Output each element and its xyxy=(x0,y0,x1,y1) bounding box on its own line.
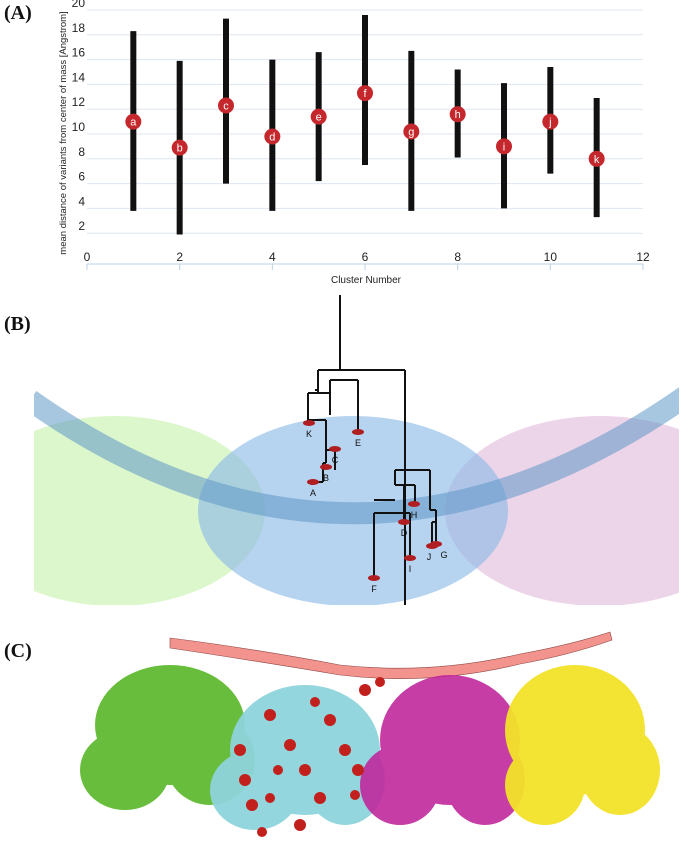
mean-marker xyxy=(218,97,234,114)
y-axis-label: mean distance of variants from center of… xyxy=(58,11,69,254)
point-label: b xyxy=(177,143,183,155)
helix-band xyxy=(34,387,679,525)
leaf-label: C xyxy=(332,455,339,465)
leaf-label: B xyxy=(323,473,329,483)
panel-c-label: (C) xyxy=(4,640,32,662)
y-tick-label: 4 xyxy=(78,194,85,208)
x-tick-label: 4 xyxy=(269,250,276,264)
leaf-node xyxy=(408,501,420,507)
y-tick-label: 12 xyxy=(72,95,86,109)
leaf-label: D xyxy=(401,528,408,538)
point-label: f xyxy=(363,88,367,100)
mean-marker xyxy=(542,113,559,130)
point-label: e xyxy=(316,112,322,124)
x-tick-label: 0 xyxy=(84,250,91,264)
y-tick-label: 6 xyxy=(78,170,85,184)
mean-marker xyxy=(125,113,142,130)
point-label: d xyxy=(269,131,275,143)
y-tick-label: 10 xyxy=(72,120,86,134)
mean-marker xyxy=(588,150,605,167)
point-label: c xyxy=(223,100,229,112)
leaf-node xyxy=(352,429,364,435)
x-tick-label: 12 xyxy=(636,250,650,264)
leaf-label: F xyxy=(371,584,377,594)
y-tick-label: 20 xyxy=(72,0,86,10)
panel-a-label: (A) xyxy=(4,2,32,24)
leaf-label: K xyxy=(306,429,312,439)
leaf-node xyxy=(329,446,341,452)
leaf-node xyxy=(430,541,442,547)
point-label: j xyxy=(548,117,551,129)
point-label: k xyxy=(594,154,600,166)
mean-marker xyxy=(496,138,512,155)
leaf-node xyxy=(303,420,315,426)
point-label: a xyxy=(130,117,137,129)
mean-marker xyxy=(310,108,327,125)
mean-marker xyxy=(449,106,466,123)
y-tick-label: 16 xyxy=(72,46,86,60)
leaf-label: J xyxy=(427,552,432,562)
leaf-node xyxy=(404,555,416,561)
magenta-domain xyxy=(360,675,525,825)
point-label: g xyxy=(408,127,414,139)
x-axis-label: Cluster Number xyxy=(331,275,402,286)
panel-b-label: (B) xyxy=(4,313,31,335)
x-tick-label: 2 xyxy=(176,250,183,264)
dendrogram-leaves: K E CBA HD J G I F xyxy=(303,420,448,594)
leaf-label: A xyxy=(310,488,316,498)
leaf-node xyxy=(368,575,380,581)
mean-marker xyxy=(171,139,188,156)
helix-ribbon xyxy=(169,631,613,679)
y-tick-label: 14 xyxy=(72,70,86,84)
mean-marker xyxy=(357,85,373,102)
y-tick-label: 2 xyxy=(78,219,85,233)
dendrogram-figure: K E CBA HD J G I F xyxy=(34,295,679,605)
leaf-node xyxy=(307,479,319,485)
yellow-domain xyxy=(505,665,660,825)
x-tick-labels: 0 2 4 6 8 10 12 xyxy=(84,250,650,264)
y-tick-label: 18 xyxy=(72,21,86,35)
leaf-label: E xyxy=(355,438,361,448)
mean-marker xyxy=(264,128,281,145)
point-label: h xyxy=(455,109,461,121)
variant-spheres xyxy=(234,677,385,837)
leaf-label: G xyxy=(440,550,447,560)
leaf-label: H xyxy=(411,510,418,520)
leaf-label: I xyxy=(409,564,412,574)
data-marks: a b c d e f g h i j k xyxy=(125,14,605,235)
x-tick-label: 8 xyxy=(454,250,461,264)
point-label: i xyxy=(503,141,505,153)
pink-domain-ellipse xyxy=(445,416,679,605)
mean-marker xyxy=(403,123,420,140)
x-tick-label: 10 xyxy=(544,250,558,264)
green-domain-ellipse xyxy=(34,416,265,605)
x-tick-label: 6 xyxy=(362,250,369,264)
leaf-node xyxy=(398,519,410,525)
y-tick-labels: 2 4 6 8 10 12 14 16 18 20 xyxy=(72,0,86,233)
y-tick-label: 8 xyxy=(78,145,85,159)
leaf-node xyxy=(320,464,332,470)
error-bar-chart: 2 4 6 8 10 12 14 16 18 20 0 2 4 6 8 10 12 a b c d e f g h i j k m… xyxy=(58,0,650,286)
protein-structure xyxy=(80,631,660,837)
